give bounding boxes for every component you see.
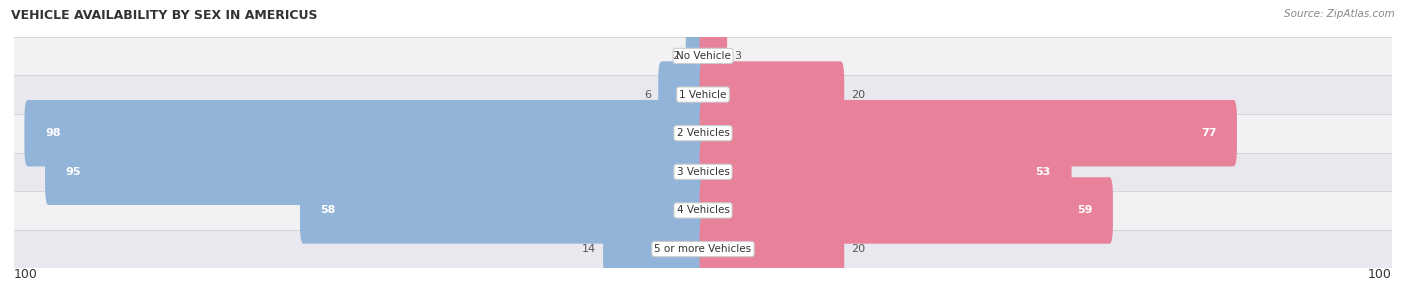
- Text: 100: 100: [1368, 268, 1392, 282]
- FancyBboxPatch shape: [700, 138, 1071, 205]
- Bar: [14, 191, 1392, 230]
- Text: 1 Vehicle: 1 Vehicle: [679, 90, 727, 99]
- FancyBboxPatch shape: [700, 61, 844, 128]
- Bar: [14, 114, 1392, 152]
- Text: VEHICLE AVAILABILITY BY SEX IN AMERICUS: VEHICLE AVAILABILITY BY SEX IN AMERICUS: [11, 9, 318, 22]
- Text: 77: 77: [1201, 128, 1216, 138]
- Text: 2 Vehicles: 2 Vehicles: [676, 128, 730, 138]
- FancyBboxPatch shape: [700, 100, 1237, 167]
- Text: 4 Vehicles: 4 Vehicles: [676, 206, 730, 215]
- FancyBboxPatch shape: [700, 216, 844, 282]
- Text: 59: 59: [1077, 206, 1092, 215]
- Bar: [14, 230, 1392, 268]
- Text: 20: 20: [851, 90, 865, 99]
- Text: 58: 58: [321, 206, 336, 215]
- FancyBboxPatch shape: [658, 61, 706, 128]
- Text: 2: 2: [672, 51, 679, 61]
- Bar: [14, 37, 1392, 75]
- Text: 20: 20: [851, 244, 865, 254]
- FancyBboxPatch shape: [24, 100, 706, 167]
- Text: 98: 98: [45, 128, 60, 138]
- Text: 3 Vehicles: 3 Vehicles: [676, 167, 730, 177]
- FancyBboxPatch shape: [686, 23, 706, 89]
- FancyBboxPatch shape: [700, 23, 727, 89]
- FancyBboxPatch shape: [700, 177, 1114, 244]
- Text: 100: 100: [14, 268, 38, 282]
- Text: 3: 3: [734, 51, 741, 61]
- FancyBboxPatch shape: [45, 138, 706, 205]
- Text: 95: 95: [66, 167, 82, 177]
- Text: 14: 14: [582, 244, 596, 254]
- Text: Source: ZipAtlas.com: Source: ZipAtlas.com: [1284, 9, 1395, 19]
- Text: No Vehicle: No Vehicle: [675, 51, 731, 61]
- Text: 5 or more Vehicles: 5 or more Vehicles: [654, 244, 752, 254]
- Bar: [14, 152, 1392, 191]
- FancyBboxPatch shape: [299, 177, 706, 244]
- Text: 53: 53: [1036, 167, 1050, 177]
- Legend: Male, Female: Male, Female: [634, 304, 772, 305]
- Bar: [14, 75, 1392, 114]
- Text: 6: 6: [644, 90, 651, 99]
- FancyBboxPatch shape: [603, 216, 706, 282]
